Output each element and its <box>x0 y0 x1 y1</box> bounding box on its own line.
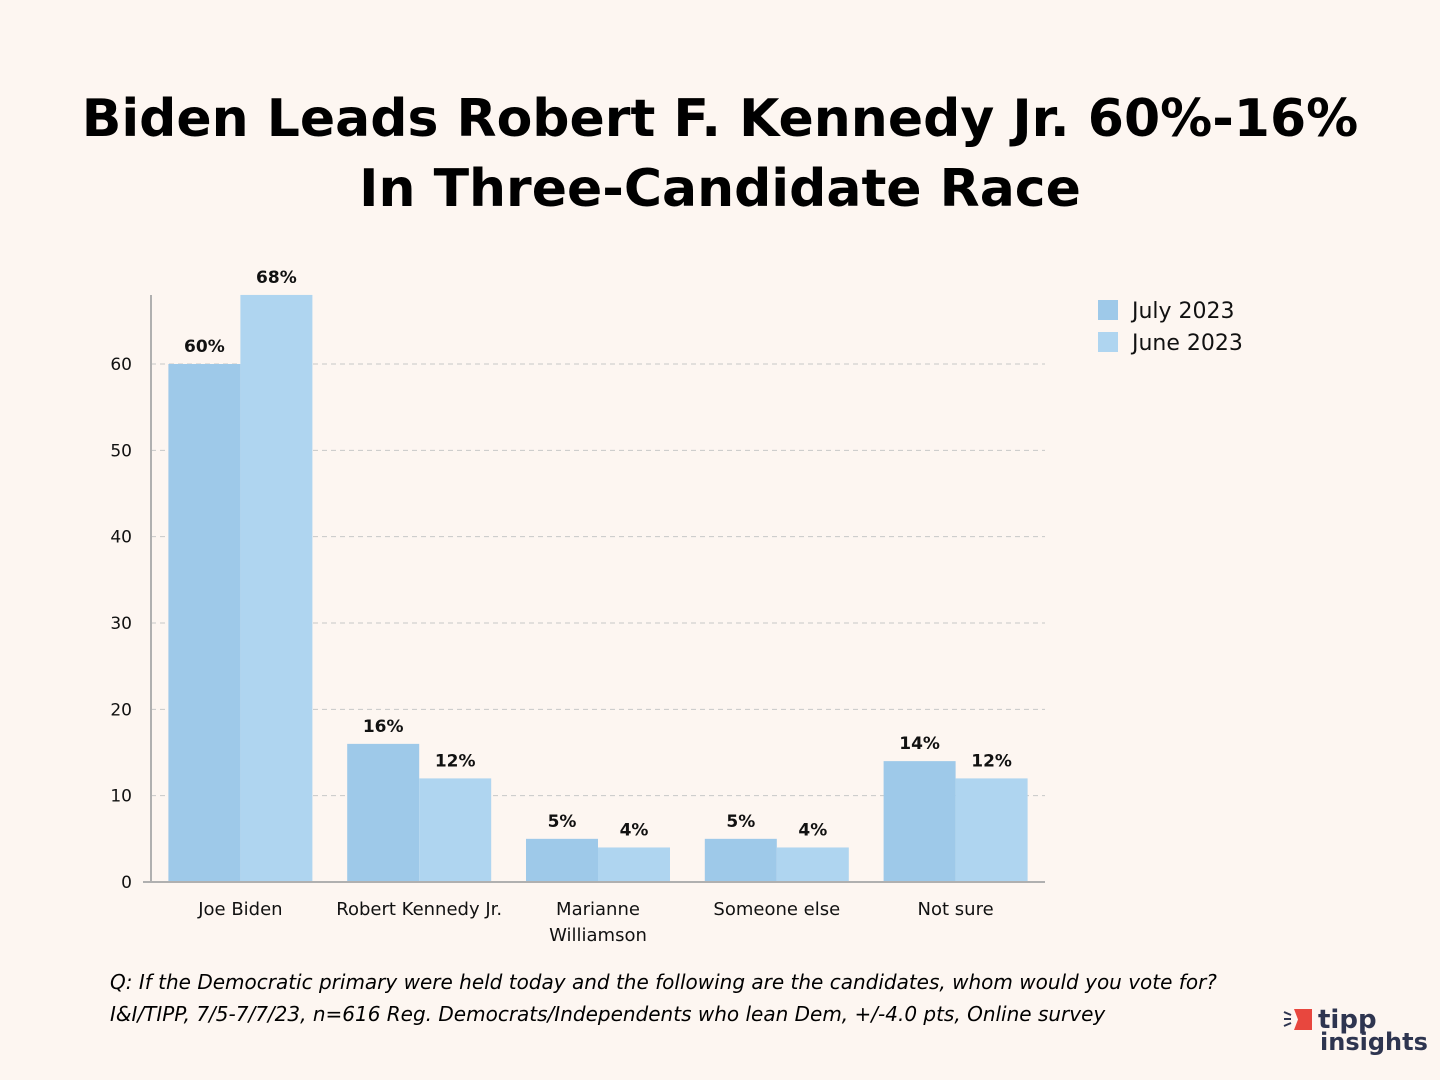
logo-mark-icon: tipp insights <box>1283 1005 1428 1056</box>
x-tick-label: Williamson <box>549 925 647 946</box>
legend-label: July 2023 <box>1130 299 1235 324</box>
bar-july <box>526 838 598 882</box>
y-tick-label: 10 <box>110 787 132 807</box>
legend-label: June 2023 <box>1130 331 1243 356</box>
data-label: 12% <box>971 751 1012 771</box>
bar-june <box>419 778 492 882</box>
title-line-1: Biden Leads Robert F. Kennedy Jr. 60%-16… <box>81 89 1359 149</box>
bar-july <box>168 364 241 882</box>
title-line-2: In Three-Candidate Race <box>359 159 1081 219</box>
bar-july <box>883 761 956 882</box>
data-label: 4% <box>798 820 827 840</box>
x-tick-label: Marianne <box>556 899 640 920</box>
data-label: 16% <box>363 717 404 737</box>
legend-swatch <box>1098 332 1118 352</box>
x-tick-label: Robert Kennedy Jr. <box>336 899 502 920</box>
data-label: 14% <box>899 734 940 754</box>
legend-swatch <box>1098 300 1118 320</box>
x-tick-label: Joe Biden <box>197 899 282 920</box>
y-tick-label: 50 <box>110 441 132 461</box>
question-note: Q: If the Democratic primary were held t… <box>110 970 1217 994</box>
bar-june <box>598 847 670 882</box>
chart-title: Biden Leads Robert F. Kennedy Jr. 60%-16… <box>0 84 1440 224</box>
bar-june <box>240 294 313 882</box>
tipp-insights-logo: tipp insights <box>1282 1004 1432 1060</box>
data-label: 5% <box>548 812 577 832</box>
data-label: 60% <box>184 337 225 357</box>
y-tick-label: 0 <box>121 873 132 893</box>
bar-june <box>776 847 849 882</box>
data-label: 12% <box>435 751 476 771</box>
data-label: 5% <box>726 812 755 832</box>
data-label: 4% <box>620 820 649 840</box>
x-tick-label: Someone else <box>713 899 840 920</box>
y-tick-label: 20 <box>110 700 132 720</box>
x-tick-label: Not sure <box>918 899 994 920</box>
bar-july <box>704 838 777 882</box>
bar-july <box>347 743 420 882</box>
y-tick-label: 30 <box>110 614 132 634</box>
source-note: I&I/TIPP, 7/5-7/7/23, n=616 Reg. Democra… <box>110 1002 1106 1026</box>
data-label: 68% <box>256 268 297 288</box>
svg-text:insights: insights <box>1320 1028 1428 1056</box>
y-tick-label: 40 <box>110 528 132 548</box>
y-tick-label: 60 <box>110 355 132 375</box>
svg-text:tipp: tipp <box>1318 1005 1377 1035</box>
bar-june <box>955 778 1028 882</box>
